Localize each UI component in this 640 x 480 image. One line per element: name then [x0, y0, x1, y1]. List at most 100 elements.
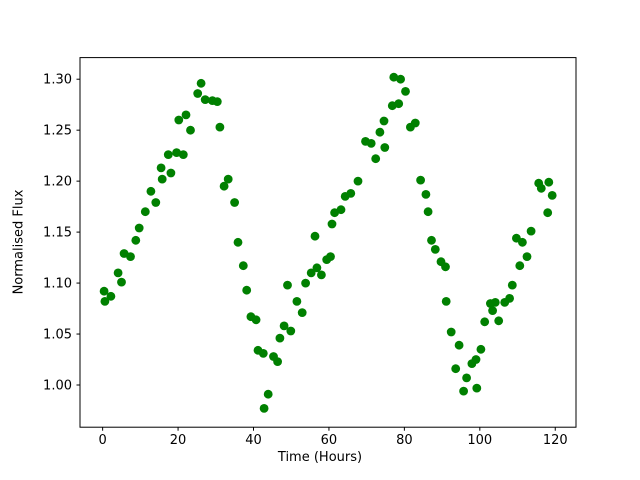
data-point [186, 125, 195, 135]
data-point [394, 99, 404, 109]
data-point [336, 205, 346, 215]
data-point [196, 78, 206, 88]
data-point [106, 291, 116, 301]
data-point [275, 333, 285, 343]
data-point [279, 321, 289, 331]
data-point [421, 190, 431, 199]
data-point [283, 280, 292, 290]
data-point [310, 231, 320, 241]
data-point [258, 349, 268, 358]
data-point [134, 223, 144, 233]
plot-border [79, 57, 577, 428]
x-tick-label: 60 [321, 433, 338, 448]
x-tick-label: 40 [245, 433, 262, 448]
data-point [410, 118, 420, 128]
data-point [547, 191, 557, 200]
data-point [544, 177, 554, 187]
data-point [536, 183, 546, 193]
data-point [389, 72, 399, 82]
data-point [156, 163, 166, 173]
data-point [172, 148, 182, 158]
data-point [219, 181, 229, 191]
data-point [292, 297, 302, 306]
data-point [181, 110, 191, 120]
data-point [178, 150, 188, 160]
data-point [117, 277, 126, 287]
data-point [494, 316, 504, 326]
data-point [223, 174, 233, 184]
data-point [251, 315, 261, 325]
data-point [480, 317, 490, 327]
data-point [427, 235, 436, 245]
data-point [163, 150, 173, 160]
data-point [441, 262, 450, 272]
data-point [462, 373, 471, 383]
data-point [151, 198, 161, 207]
data-point [200, 95, 210, 104]
data-point [273, 357, 282, 366]
data-point [441, 297, 451, 306]
data-point [157, 174, 167, 184]
x-axis-label: Time (Hours) [277, 450, 363, 465]
data-point [459, 386, 468, 396]
data-point [522, 252, 532, 261]
data-point [353, 176, 363, 186]
data-point [454, 340, 464, 350]
data-point [366, 139, 376, 148]
data-point [238, 261, 248, 271]
data-point [371, 154, 381, 164]
data-point [193, 89, 203, 98]
y-tick-label: 1.05 [43, 328, 72, 343]
data-point [317, 270, 326, 280]
data-point [126, 252, 135, 261]
data-point [140, 207, 150, 217]
data-point [401, 87, 410, 96]
data-point [379, 116, 389, 126]
x-tick-label: 100 [467, 433, 492, 448]
y-tick-label: 1.25 [43, 124, 72, 139]
y-tick-label: 1.10 [43, 277, 72, 292]
data-point [297, 308, 307, 317]
data-point [100, 297, 110, 306]
data-point [230, 198, 240, 207]
data-point [215, 122, 225, 132]
data-point [346, 189, 356, 198]
data-point [327, 219, 337, 229]
x-tick-label: 20 [170, 433, 187, 448]
data-point [306, 268, 316, 278]
data-point [416, 175, 425, 185]
data-point [212, 97, 222, 106]
data-point [233, 237, 243, 247]
data-point [326, 252, 335, 261]
data-point [99, 286, 109, 296]
data-point [423, 207, 433, 217]
data-point [543, 208, 553, 218]
data-point [490, 298, 500, 307]
data-point [471, 355, 481, 364]
x-tick-label: 80 [396, 433, 413, 448]
data-point [174, 115, 184, 125]
y-tick-label: 1.30 [43, 73, 72, 88]
data-point [446, 327, 456, 337]
data-point [505, 294, 514, 303]
data-point [380, 143, 390, 152]
data-point [451, 364, 461, 374]
data-point [146, 186, 156, 196]
x-tick-label: 120 [543, 433, 568, 448]
data-point [526, 226, 536, 236]
data-point [312, 263, 322, 273]
data-point [515, 261, 525, 271]
data-point [286, 326, 296, 336]
data-point [396, 74, 405, 84]
data-point [375, 127, 385, 137]
y-tick-label: 1.15 [43, 226, 72, 241]
data-point [430, 245, 440, 254]
data-point [472, 383, 482, 393]
x-tick-label: 0 [98, 433, 106, 448]
data-point [259, 404, 269, 413]
data-point [113, 268, 123, 278]
data-point [518, 237, 527, 247]
y-tick-label: 1.00 [43, 379, 72, 394]
